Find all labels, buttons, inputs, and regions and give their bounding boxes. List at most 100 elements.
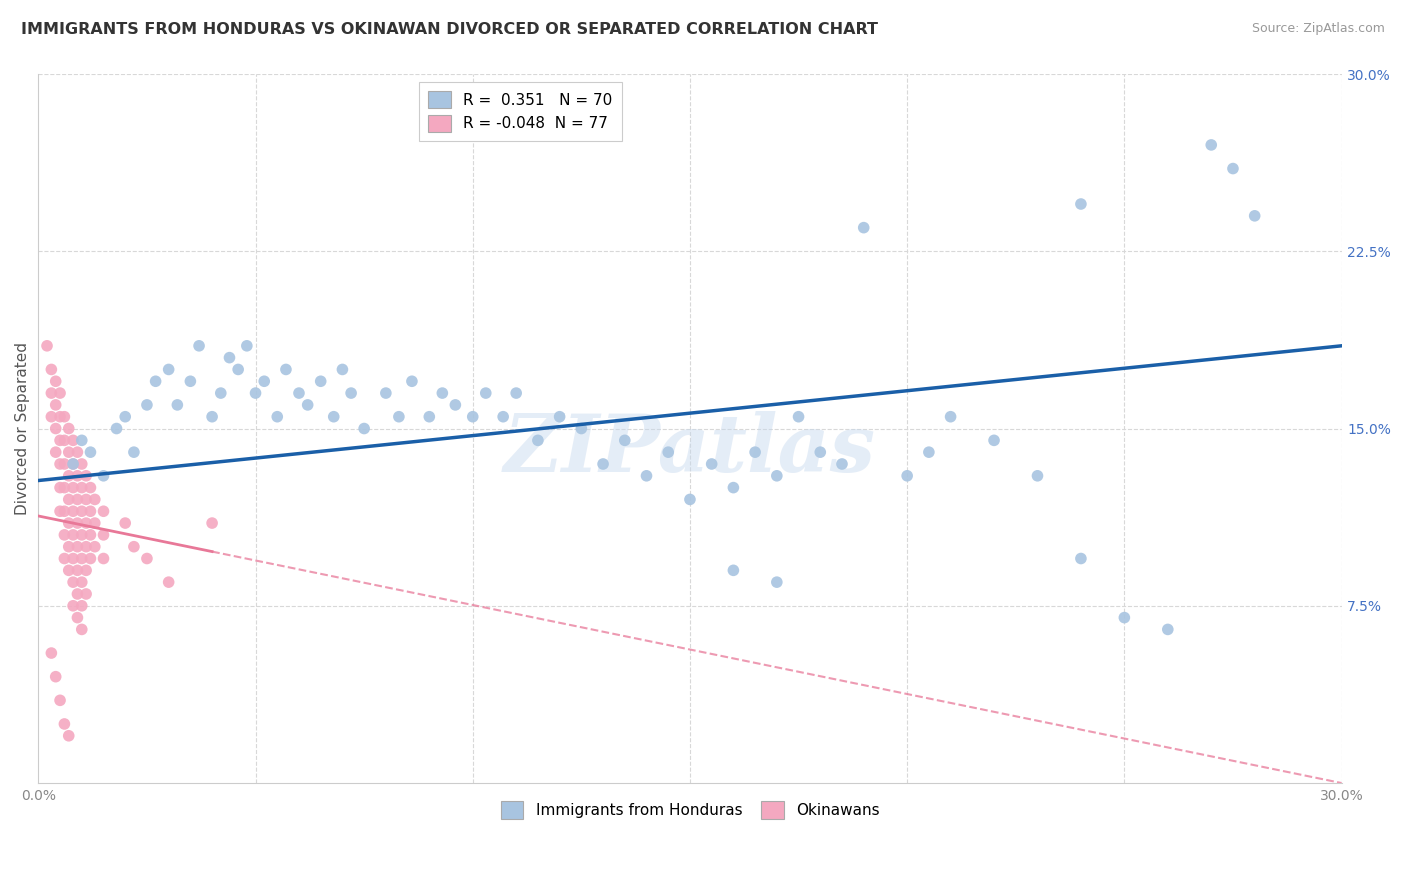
Point — [1026, 468, 1049, 483]
Point — [114, 409, 136, 424]
Point — [66, 610, 89, 624]
Point — [766, 468, 789, 483]
Point — [49, 693, 72, 707]
Point — [70, 551, 93, 566]
Point — [388, 409, 411, 424]
Point — [45, 398, 67, 412]
Point — [1070, 551, 1092, 566]
Point — [66, 445, 89, 459]
Point — [83, 540, 105, 554]
Point — [723, 481, 745, 495]
Legend: Immigrants from Honduras, Okinawans: Immigrants from Honduras, Okinawans — [495, 795, 886, 825]
Point — [70, 434, 93, 448]
Point — [831, 457, 853, 471]
Y-axis label: Divorced or Separated: Divorced or Separated — [15, 342, 30, 515]
Point — [49, 457, 72, 471]
Point — [58, 540, 80, 554]
Point — [45, 374, 67, 388]
Point — [432, 386, 454, 401]
Point — [49, 386, 72, 401]
Point — [45, 421, 67, 435]
Point — [245, 386, 267, 401]
Point — [41, 646, 63, 660]
Point — [475, 386, 498, 401]
Point — [66, 540, 89, 554]
Point — [166, 398, 188, 412]
Point — [332, 362, 354, 376]
Point — [461, 409, 484, 424]
Point — [266, 409, 288, 424]
Point — [226, 362, 249, 376]
Point — [49, 504, 72, 518]
Point — [62, 457, 84, 471]
Point — [62, 599, 84, 613]
Point — [58, 445, 80, 459]
Point — [808, 445, 831, 459]
Point — [401, 374, 423, 388]
Point — [787, 409, 810, 424]
Point — [53, 434, 76, 448]
Point — [492, 409, 515, 424]
Point — [93, 468, 115, 483]
Point — [569, 421, 592, 435]
Point — [70, 457, 93, 471]
Point — [70, 528, 93, 542]
Point — [309, 374, 332, 388]
Point — [58, 421, 80, 435]
Point — [45, 445, 67, 459]
Point — [1070, 197, 1092, 211]
Point — [939, 409, 962, 424]
Point — [66, 587, 89, 601]
Point — [114, 516, 136, 530]
Point — [700, 457, 723, 471]
Point — [75, 468, 97, 483]
Point — [505, 386, 527, 401]
Point — [852, 220, 875, 235]
Point — [896, 468, 918, 483]
Point — [53, 481, 76, 495]
Point — [1222, 161, 1244, 176]
Point — [145, 374, 167, 388]
Point — [274, 362, 297, 376]
Point — [70, 623, 93, 637]
Point — [288, 386, 311, 401]
Point — [62, 504, 84, 518]
Point — [679, 492, 702, 507]
Point — [62, 481, 84, 495]
Point — [75, 563, 97, 577]
Text: IMMIGRANTS FROM HONDURAS VS OKINAWAN DIVORCED OR SEPARATED CORRELATION CHART: IMMIGRANTS FROM HONDURAS VS OKINAWAN DIV… — [21, 22, 879, 37]
Text: ZIPatlas: ZIPatlas — [503, 411, 876, 489]
Point — [657, 445, 679, 459]
Point — [49, 409, 72, 424]
Point — [41, 409, 63, 424]
Point — [66, 563, 89, 577]
Point — [209, 386, 232, 401]
Point — [983, 434, 1005, 448]
Point — [75, 492, 97, 507]
Point — [322, 409, 344, 424]
Point — [62, 457, 84, 471]
Point — [179, 374, 201, 388]
Point — [58, 516, 80, 530]
Point — [49, 481, 72, 495]
Point — [66, 468, 89, 483]
Point — [93, 528, 115, 542]
Point — [201, 516, 224, 530]
Point — [918, 445, 941, 459]
Point — [79, 551, 101, 566]
Point — [45, 670, 67, 684]
Point — [766, 575, 789, 590]
Point — [62, 434, 84, 448]
Point — [1157, 623, 1180, 637]
Point — [723, 563, 745, 577]
Point — [253, 374, 276, 388]
Point — [1114, 610, 1136, 624]
Point — [374, 386, 396, 401]
Point — [62, 528, 84, 542]
Point — [41, 386, 63, 401]
Point — [1243, 209, 1265, 223]
Point — [418, 409, 440, 424]
Point — [1199, 137, 1222, 152]
Point — [636, 468, 658, 483]
Point — [236, 339, 259, 353]
